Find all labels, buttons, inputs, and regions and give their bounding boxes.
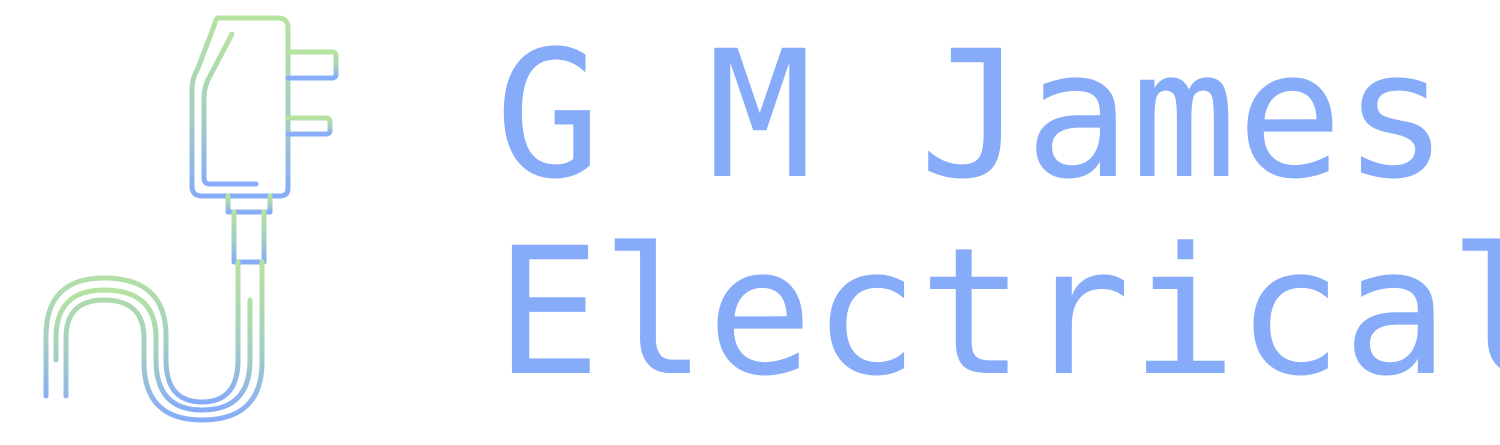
plug-icon bbox=[43, 15, 339, 423]
brand-name-line-1: G M James bbox=[495, 13, 1449, 218]
brand-wordmark: G M James Electrical bbox=[495, 0, 1500, 445]
brand-name-line-2: Electrical bbox=[495, 210, 1500, 415]
